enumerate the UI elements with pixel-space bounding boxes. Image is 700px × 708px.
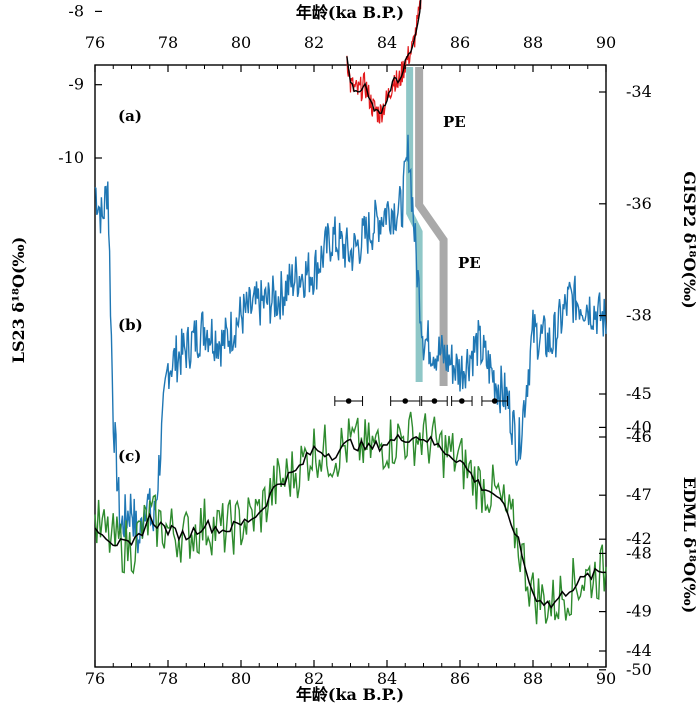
pe-annotation-bottom: PE xyxy=(458,254,481,272)
left-tick-label: -8 xyxy=(68,1,84,20)
x-tick-label-bottom: 86 xyxy=(450,669,470,688)
x-tick-label-bottom: 80 xyxy=(231,669,251,688)
panel-label-c: (c) xyxy=(118,447,141,465)
left-tick-label: -9 xyxy=(68,75,84,94)
gisp2-tick-label: -42 xyxy=(626,529,652,548)
ls23-smooth-line xyxy=(346,0,422,115)
gisp2-tick-label: -40 xyxy=(626,417,652,436)
x-tick-label-top: 80 xyxy=(231,33,251,52)
gisp2-tick-label: -44 xyxy=(626,641,652,660)
x-tick-label-top: 76 xyxy=(85,33,105,52)
x-axis-title-bottom: 年龄(ka B.P.) xyxy=(296,685,404,704)
x-tick-label-bottom: 90 xyxy=(596,669,616,688)
dating-point xyxy=(459,398,465,404)
x-tick-label-bottom: 76 xyxy=(85,669,105,688)
gisp2-axis-title: GISP2 δ¹⁸O(‰) xyxy=(680,171,699,308)
pe-band-gray xyxy=(415,67,448,386)
ls23-series xyxy=(346,0,422,124)
edml-smooth-line xyxy=(94,433,606,609)
edml-tick-label: -48 xyxy=(626,543,652,562)
x-axis-title-top: 年龄(ka B.P.) xyxy=(296,3,404,22)
edml-tick-label: -46 xyxy=(626,427,652,446)
edml-tick-label: -47 xyxy=(626,485,652,504)
left-tick-label: -10 xyxy=(58,148,84,167)
x-tick-label-top: 86 xyxy=(450,33,470,52)
edml-raw-line xyxy=(94,411,607,625)
dating-point xyxy=(491,398,498,404)
axis-ticks: 76 76 78 78 80 80 82 82 84 84 86 86 88 88 90 90 -10 -9 -8 -… xyxy=(58,1,652,688)
x-tick-label-top: 88 xyxy=(523,33,543,52)
dating-point xyxy=(402,398,409,404)
gisp2-line xyxy=(94,134,607,554)
left-axis-title: LS23 δ¹⁸O(‰) xyxy=(9,237,28,364)
x-tick-label-top: 90 xyxy=(596,33,616,52)
ls23-raw-line xyxy=(346,0,422,124)
x-tick-label-bottom: 82 xyxy=(304,669,324,688)
x-tick-label-bottom: 78 xyxy=(158,669,178,688)
dating-point xyxy=(431,398,438,404)
panel-label-a: (a) xyxy=(118,107,142,125)
pe-annotation-top: PE xyxy=(443,113,466,131)
gisp2-tick-label: -36 xyxy=(626,194,652,213)
edml-axis-title: EDML δ¹⁸O(‰) xyxy=(680,477,699,614)
panel-label-b: (b) xyxy=(118,316,143,334)
gisp2-tick-label: -34 xyxy=(626,82,652,101)
gisp2-series xyxy=(94,134,607,554)
dating-points xyxy=(334,396,508,406)
edml-series xyxy=(94,411,607,625)
x-tick-label-top: 84 xyxy=(377,33,397,52)
edml-tick-label: -50 xyxy=(626,660,652,679)
x-tick-label-bottom: 88 xyxy=(523,669,543,688)
x-tick-label-top: 82 xyxy=(304,33,324,52)
gisp2-tick-label: -38 xyxy=(626,306,652,325)
x-tick-label-bottom: 84 xyxy=(377,669,397,688)
gisp2-tick-label: -45 xyxy=(626,384,652,403)
edml-tick-label: -49 xyxy=(626,602,652,621)
dating-point xyxy=(345,398,352,404)
x-tick-label-top: 78 xyxy=(158,33,178,52)
